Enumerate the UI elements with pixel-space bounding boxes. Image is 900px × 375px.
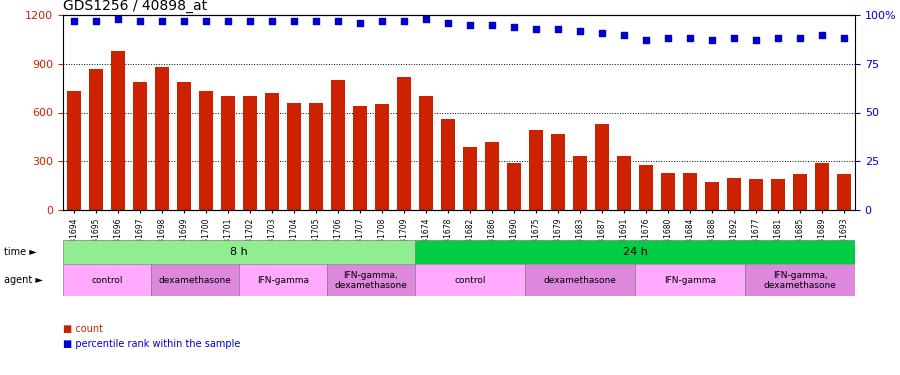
Text: GDS1256 / 40898_at: GDS1256 / 40898_at [63, 0, 207, 13]
Bar [508, 163, 520, 210]
FancyBboxPatch shape [327, 264, 415, 296]
FancyBboxPatch shape [415, 240, 855, 264]
Text: control: control [91, 276, 122, 285]
Point [661, 35, 675, 41]
Bar [112, 51, 124, 210]
Point [309, 18, 323, 24]
Bar [485, 142, 499, 210]
FancyBboxPatch shape [239, 264, 327, 296]
Bar [552, 134, 564, 210]
Point [133, 18, 148, 24]
Bar [266, 93, 279, 210]
Text: IFN-gamma,
dexamethasone: IFN-gamma, dexamethasone [335, 271, 408, 290]
Bar [750, 179, 762, 210]
Point [220, 18, 235, 24]
Bar [683, 172, 697, 210]
Point [89, 18, 104, 24]
Bar [243, 96, 256, 210]
Bar [441, 119, 454, 210]
Point [551, 26, 565, 32]
FancyBboxPatch shape [415, 264, 525, 296]
Text: dexamethasone: dexamethasone [158, 276, 231, 285]
Bar [221, 96, 235, 210]
Text: ■ percentile rank within the sample: ■ percentile rank within the sample [63, 339, 240, 349]
FancyBboxPatch shape [151, 264, 239, 296]
Point [485, 22, 500, 28]
Text: control: control [454, 276, 486, 285]
Bar [573, 156, 587, 210]
Bar [133, 82, 147, 210]
Point [529, 26, 544, 32]
Point [463, 22, 477, 28]
Text: time ►: time ► [4, 247, 37, 257]
Point [727, 35, 742, 41]
Bar [464, 147, 477, 210]
Text: IFN-gamma,
dexamethasone: IFN-gamma, dexamethasone [763, 271, 836, 290]
Point [705, 38, 719, 44]
Bar [331, 80, 345, 210]
Point [374, 18, 389, 24]
FancyBboxPatch shape [63, 240, 415, 264]
Point [176, 18, 191, 24]
Bar [617, 156, 631, 210]
Point [639, 38, 653, 44]
Bar [398, 77, 410, 210]
Point [595, 30, 609, 36]
Point [441, 20, 455, 26]
Point [837, 35, 851, 41]
Point [770, 35, 785, 41]
Text: IFN-gamma: IFN-gamma [664, 276, 716, 285]
Point [243, 18, 257, 24]
Bar [68, 92, 81, 210]
Bar [815, 163, 829, 210]
Bar [200, 92, 212, 210]
Point [331, 18, 346, 24]
Bar [287, 103, 301, 210]
Point [287, 18, 302, 24]
Bar [177, 82, 191, 210]
Bar [837, 174, 850, 210]
Point [749, 38, 763, 44]
Bar [706, 182, 718, 210]
Text: agent ►: agent ► [4, 275, 43, 285]
Bar [419, 96, 433, 210]
Point [199, 18, 213, 24]
Text: 8 h: 8 h [230, 247, 248, 257]
Text: 24 h: 24 h [623, 247, 647, 257]
Point [397, 18, 411, 24]
Bar [771, 179, 785, 210]
Point [111, 16, 125, 22]
FancyBboxPatch shape [635, 264, 745, 296]
Bar [639, 165, 652, 210]
Bar [354, 106, 366, 210]
Text: dexamethasone: dexamethasone [544, 276, 617, 285]
Point [507, 24, 521, 30]
FancyBboxPatch shape [63, 264, 151, 296]
Text: IFN-gamma: IFN-gamma [257, 276, 309, 285]
Point [616, 32, 631, 38]
Point [67, 18, 81, 24]
Bar [375, 104, 389, 210]
Bar [156, 67, 168, 210]
FancyBboxPatch shape [525, 264, 635, 296]
Bar [596, 124, 608, 210]
Bar [662, 172, 675, 210]
Point [793, 35, 807, 41]
Point [683, 35, 698, 41]
Point [353, 20, 367, 26]
FancyBboxPatch shape [745, 264, 855, 296]
Bar [794, 174, 806, 210]
Point [572, 28, 587, 34]
Bar [310, 103, 322, 210]
Point [418, 16, 433, 22]
Bar [89, 69, 103, 210]
Text: ■ count: ■ count [63, 324, 103, 334]
Point [155, 18, 169, 24]
Bar [727, 177, 741, 210]
Point [814, 32, 829, 38]
Bar [529, 130, 543, 210]
Point [265, 18, 279, 24]
